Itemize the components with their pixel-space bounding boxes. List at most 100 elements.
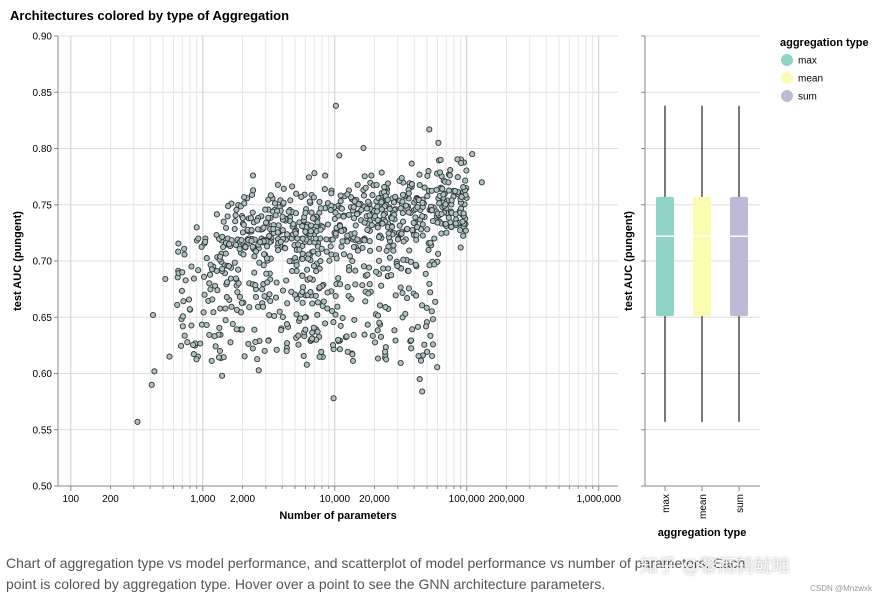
scatter-point[interactable] [416,171,423,178]
scatter-point[interactable] [366,238,373,245]
scatter-point[interactable] [242,243,249,251]
scatter-point[interactable] [302,209,309,216]
scatter-point[interactable] [299,272,306,279]
scatter-point[interactable] [369,332,376,339]
scatter-point[interactable] [413,292,420,299]
scatter-point[interactable] [232,218,239,225]
scatter-point[interactable] [399,210,406,217]
scatter-point[interactable] [443,229,450,236]
scatter-point[interactable] [352,267,359,274]
scatter-point[interactable] [362,184,369,191]
scatter-point[interactable] [195,267,202,274]
scatter-point[interactable] [217,305,224,312]
scatter-point[interactable] [322,172,329,179]
scatter-point[interactable] [280,199,287,206]
scatter-point[interactable] [408,337,415,344]
scatter-point[interactable] [200,309,207,316]
scatter-point[interactable] [448,197,455,204]
scatter-point[interactable] [193,224,200,231]
scatter-point[interactable] [304,266,311,273]
scatter-point[interactable] [376,302,384,309]
scatter-point[interactable] [417,357,425,364]
scatter-point[interactable] [445,214,452,221]
scatter-point[interactable] [294,235,301,242]
scatter-point[interactable] [238,299,245,306]
scatter-point[interactable] [399,198,406,205]
scatter-point[interactable] [382,304,389,311]
scatter-point[interactable] [419,221,426,228]
scatter-point[interactable] [162,275,169,283]
scatter-point[interactable] [361,173,368,180]
scatter-point[interactable] [251,253,258,260]
scatter-point[interactable] [263,255,270,262]
scatter-point[interactable] [355,201,362,208]
scatter-point[interactable] [246,304,253,311]
scatter-point[interactable] [442,201,449,208]
scatter-point[interactable] [350,331,357,339]
scatter-point[interactable] [414,323,421,330]
scatter-point[interactable] [404,225,411,232]
scatter-point[interactable] [447,166,454,174]
scatter-point[interactable] [380,211,387,219]
scatter-point[interactable] [220,218,227,225]
scatter-point[interactable] [349,351,356,358]
scatter-point[interactable] [174,301,181,308]
scatter-point[interactable] [315,250,322,257]
scatter-point[interactable] [424,172,431,179]
scatter-point[interactable] [241,194,248,201]
scatter-point[interactable] [263,270,270,277]
scatter-point[interactable] [434,364,441,371]
scatter-point[interactable] [332,311,339,318]
scatter-point[interactable] [424,226,431,233]
scatter-point[interactable] [459,218,466,225]
scatter-point[interactable] [354,236,361,243]
scatter-point[interactable] [275,222,282,229]
scatter-point[interactable] [334,303,341,310]
scatter-point[interactable] [332,230,339,237]
scatter-point[interactable] [436,169,444,176]
scatter-point[interactable] [293,311,300,318]
scatter-point[interactable] [454,156,461,163]
scatter-point[interactable] [332,102,339,109]
scatter-point[interactable] [391,327,398,334]
scatter-point[interactable] [422,270,429,277]
scatter-point[interactable] [458,159,465,167]
scatter-point[interactable] [394,263,401,270]
scatter-point[interactable] [330,319,337,326]
scatter-point[interactable] [388,223,396,230]
scatter-point[interactable] [416,376,423,383]
scatter-point[interactable] [279,313,286,321]
scatter-point[interactable] [368,172,375,179]
scatter-point[interactable] [262,206,269,213]
scatter-point[interactable] [252,282,259,289]
scatter-point[interactable] [233,206,240,213]
scatter-point[interactable] [240,251,247,258]
scatter-point[interactable] [323,248,330,255]
scatter-point[interactable] [206,271,214,278]
scatter-point[interactable] [222,224,230,231]
scatter-point[interactable] [335,275,342,282]
scatter-point[interactable] [349,257,356,265]
scatter-point[interactable] [426,280,433,287]
scatter-point[interactable] [202,238,209,245]
scatter-point[interactable] [256,259,263,266]
scatter-point[interactable] [424,348,431,355]
scatter-point[interactable] [207,286,214,293]
scatter-point[interactable] [408,181,415,188]
scatter-point[interactable] [275,247,282,254]
scatter-point[interactable] [373,268,380,275]
scatter-point[interactable] [419,213,426,220]
scatter-point[interactable] [264,279,271,286]
scatter-point[interactable] [349,357,357,364]
scatter-point[interactable] [261,293,268,300]
scatter-point[interactable] [179,269,186,276]
scatter-point[interactable] [427,289,434,296]
scatter-point[interactable] [302,326,309,333]
scatter-point[interactable] [438,210,445,218]
scatter-point[interactable] [302,228,309,235]
scatter-point[interactable] [414,204,421,211]
scatter-point[interactable] [384,180,391,187]
scatter-point[interactable] [178,342,185,349]
scatter-point[interactable] [236,293,243,300]
scatter-point[interactable] [336,222,344,230]
